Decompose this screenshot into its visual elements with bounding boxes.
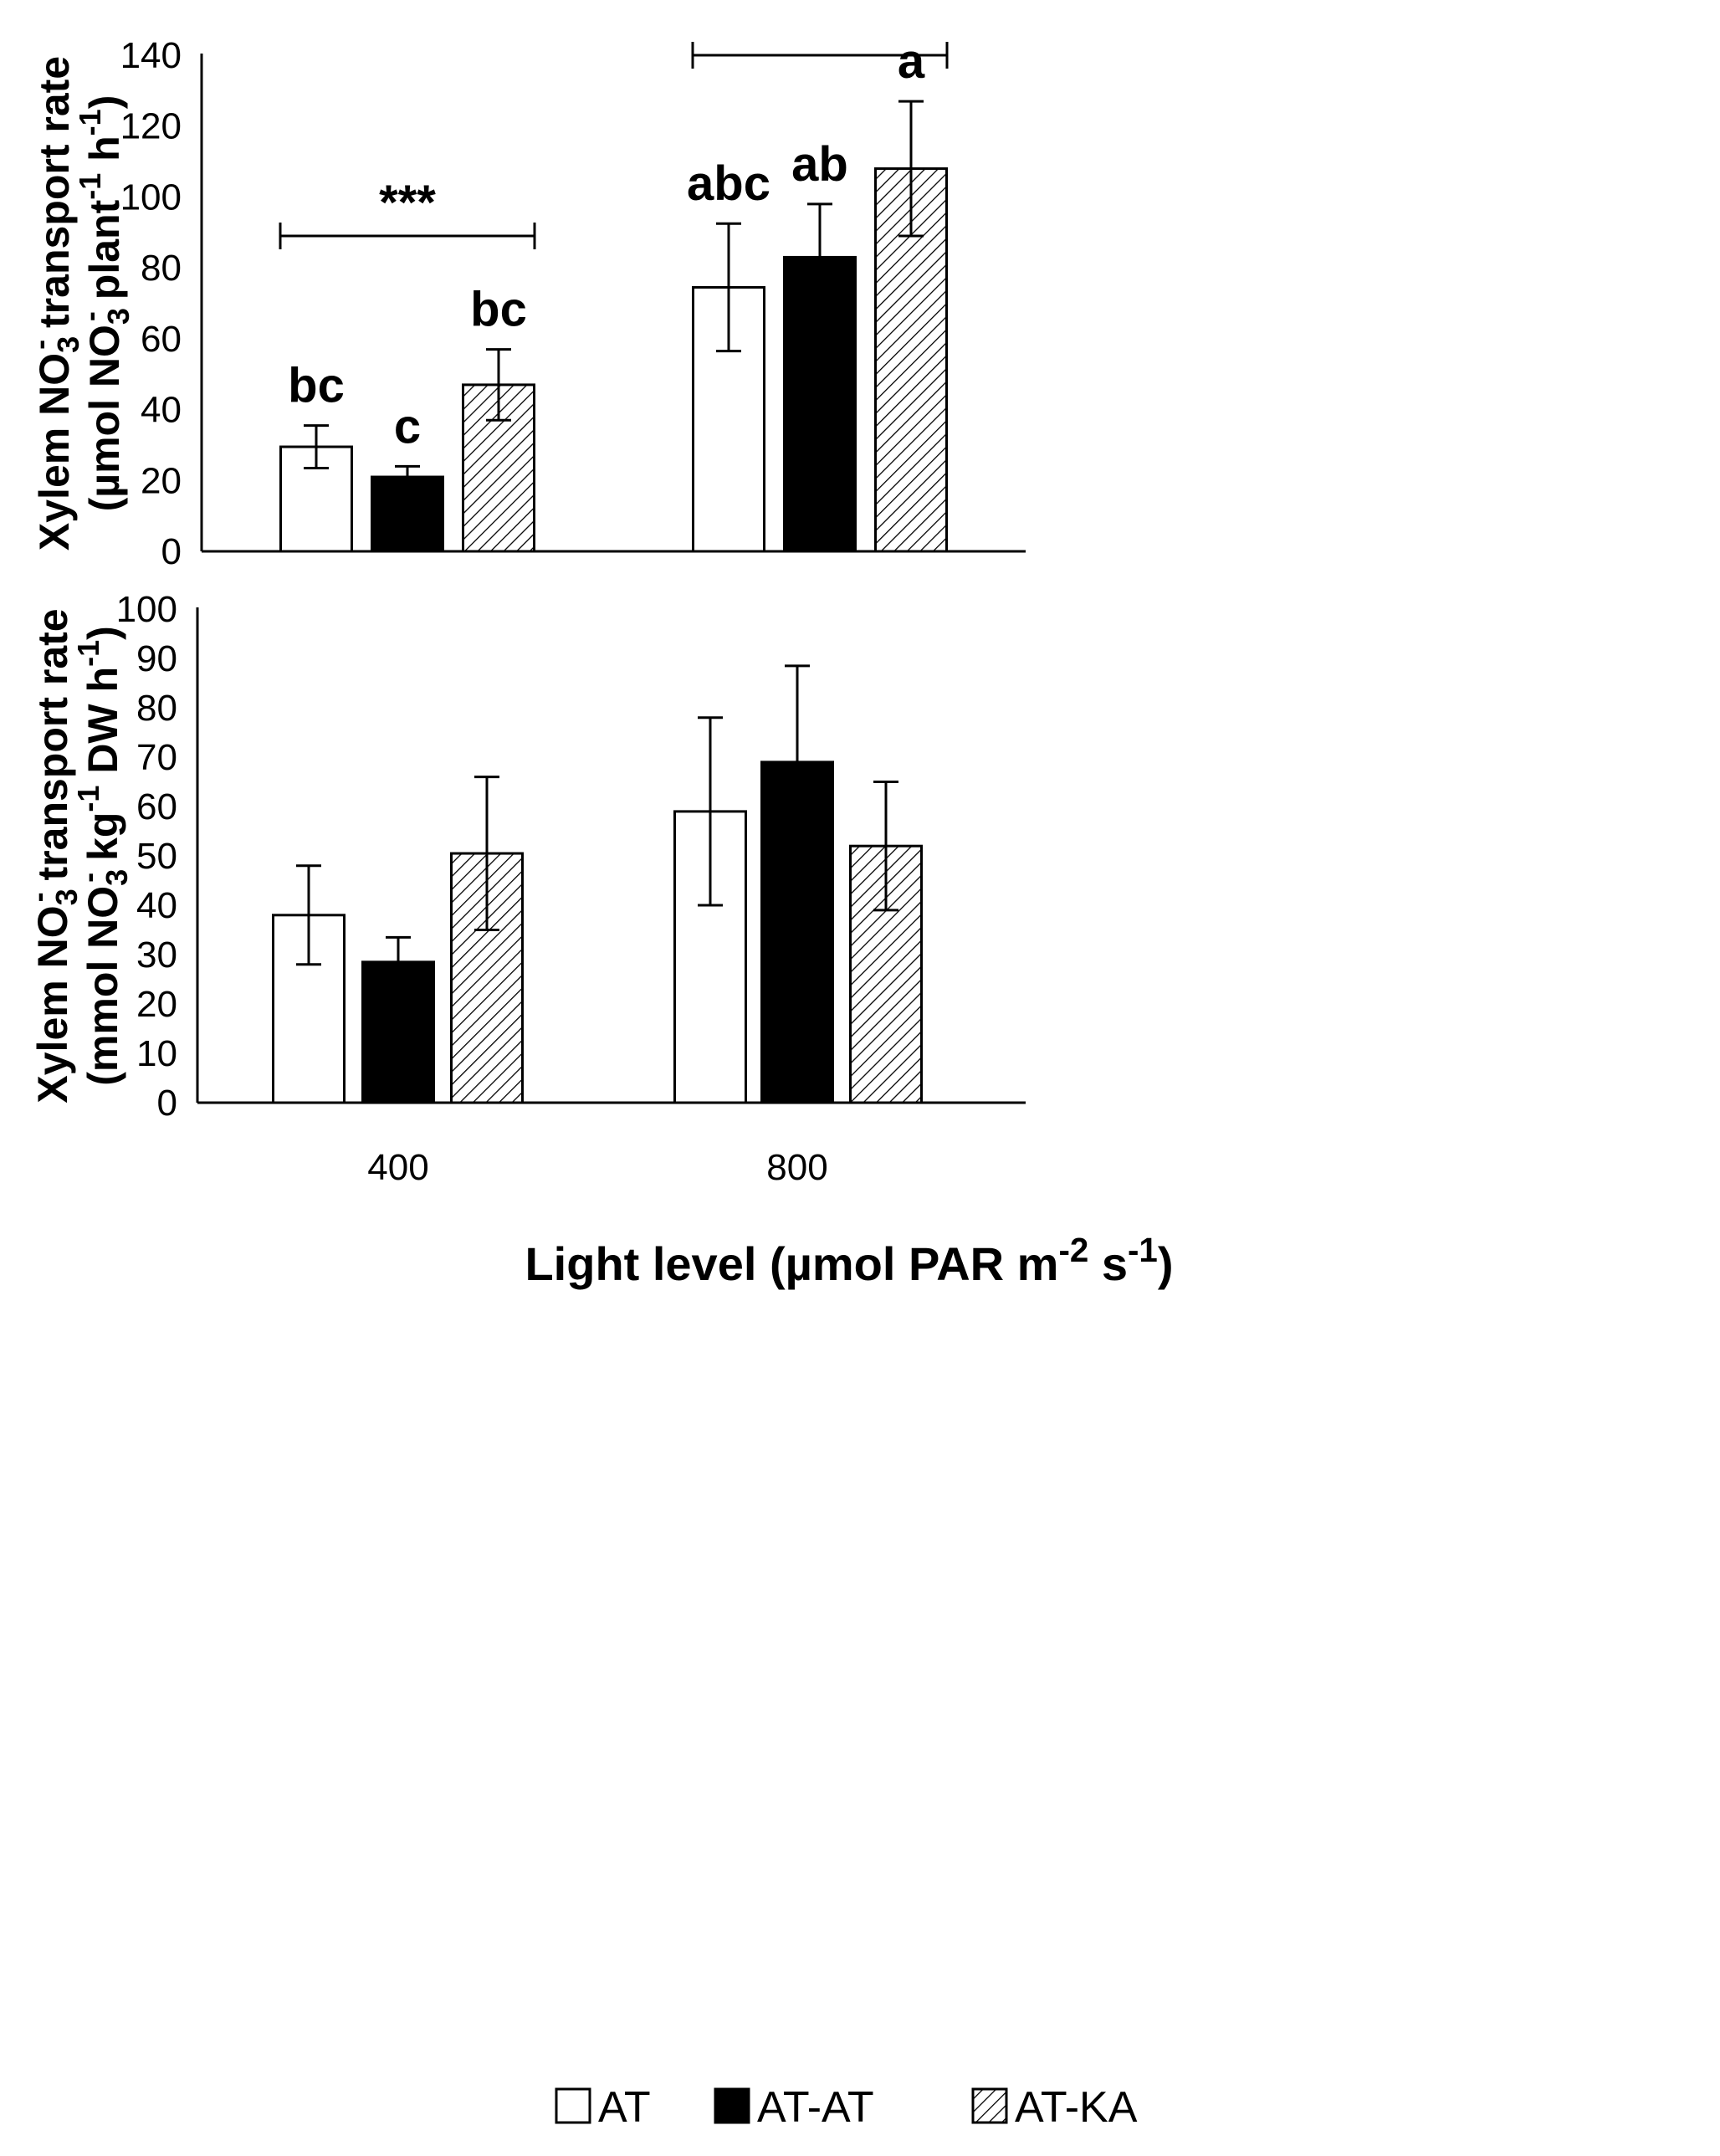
y-axis-title-line1-part: - bbox=[21, 892, 55, 902]
y-tick-label: 0 bbox=[161, 531, 182, 572]
y-axis-title-line1-part: transport rate bbox=[31, 56, 78, 340]
y-axis-title-line1-part: 3 bbox=[51, 336, 85, 353]
y-axis-title-line1-part: - bbox=[23, 340, 57, 350]
y-axis-title-line2: (mmol NO3- kg-1 DW h-1) bbox=[71, 626, 134, 1086]
y-axis-title-line2-part: DW h bbox=[79, 667, 126, 786]
significance-letter: abc bbox=[687, 156, 770, 211]
y-axis-title-line2-part: -1 bbox=[73, 109, 107, 136]
significance-stars: *** bbox=[379, 176, 436, 230]
y-axis-title-line1-part: Xylem NO bbox=[29, 905, 76, 1103]
legend-swatch-at-at bbox=[714, 2087, 750, 2124]
y-axis-title-line2-part: (mmol NO bbox=[79, 886, 126, 1086]
x-tick-label: 800 bbox=[766, 1147, 827, 1188]
y-tick-label: 140 bbox=[120, 35, 182, 76]
y-axis-title-line2-part: 3 bbox=[100, 869, 134, 886]
y-axis-title-line2-part: kg bbox=[79, 812, 126, 873]
x-axis-title-part: Light level (µmol PAR m bbox=[525, 1237, 1058, 1290]
x-axis-title-part: s bbox=[1088, 1237, 1128, 1290]
y-axis-title-line1: Xylem NO3- transport rate bbox=[21, 608, 84, 1103]
y-axis-title-line2-part: ) bbox=[79, 626, 126, 640]
legend-label-at-at: AT-AT bbox=[757, 2083, 874, 2132]
y-axis-title-line1-part: transport rate bbox=[29, 608, 76, 892]
y-axis-title-line2: (µmol NO3- plant-1 h-1) bbox=[73, 95, 136, 512]
y-tick-label: 20 bbox=[141, 460, 182, 501]
significance-letter: bc bbox=[288, 359, 345, 413]
y-axis-title-line2-part: (µmol NO bbox=[81, 325, 128, 511]
significance-letter: a bbox=[898, 34, 925, 89]
x-tick-label: 400 bbox=[367, 1147, 428, 1188]
y-tick-label: 100 bbox=[116, 589, 177, 630]
y-axis-title-line1-part: 3 bbox=[49, 889, 84, 905]
y-tick-label: 10 bbox=[136, 1033, 177, 1074]
y-axis-title-line2-part: - bbox=[73, 311, 107, 321]
y-tick-label: 40 bbox=[136, 885, 177, 926]
x-axis-title-part: -1 bbox=[1128, 1231, 1158, 1269]
y-tick-label: 80 bbox=[136, 688, 177, 729]
y-axis-title-line2-part: -1 bbox=[71, 640, 105, 667]
y-tick-label: 50 bbox=[136, 836, 177, 877]
legend-label-at-ka: AT-KA bbox=[1015, 2083, 1138, 2132]
y-tick-label: 0 bbox=[157, 1083, 177, 1124]
bar-at-800 bbox=[692, 285, 765, 553]
y-axis-title-line2-part: h bbox=[81, 136, 128, 172]
y-axis-title-line2-part: - bbox=[71, 873, 105, 883]
y-tick-label: 40 bbox=[141, 390, 182, 431]
bar-at-at-400 bbox=[371, 475, 444, 553]
legend-swatch-at-ka bbox=[971, 2087, 1008, 2124]
x-axis-title-part: -2 bbox=[1058, 1231, 1088, 1269]
y-axis-title-line1-part: Xylem NO bbox=[31, 353, 78, 551]
y-tick-label: 120 bbox=[120, 106, 182, 147]
y-tick-label: 80 bbox=[141, 248, 182, 289]
y-tick-label: 60 bbox=[136, 786, 177, 827]
y-tick-label: 30 bbox=[136, 935, 177, 976]
legend-label-at: AT bbox=[598, 2083, 651, 2132]
x-axis-title: Light level (µmol PAR m-2 s-1) bbox=[525, 1231, 1173, 1290]
y-tick-label: 60 bbox=[141, 319, 182, 360]
significance-letter: bc bbox=[470, 283, 527, 337]
shared-labels: 400 800 Light level (µmol PAR m-2 s-1) AT AT… bbox=[367, 1147, 1173, 2132]
top-panel: 0 20 40 60 80 100 120 140 bc abc c ab bc a *** Xylem NO… bbox=[23, 34, 1026, 572]
y-axis-title-line2-part: ) bbox=[81, 95, 128, 110]
y-axis-title-line2-part: plant bbox=[81, 199, 128, 311]
y-tick-label: 90 bbox=[136, 638, 177, 679]
y-axis-title-line2-part: 3 bbox=[101, 308, 136, 325]
y-axis-title-line2-part: -1 bbox=[71, 786, 105, 812]
x-axis-title-part: ) bbox=[1158, 1237, 1174, 1290]
y-tick-label: 100 bbox=[120, 177, 182, 218]
y-axis-title-line2-part: -1 bbox=[73, 173, 107, 200]
y-tick-label: 70 bbox=[136, 737, 177, 778]
y-tick-label: 20 bbox=[136, 984, 177, 1025]
significance-letter: ab bbox=[791, 137, 848, 192]
legend-swatch-at bbox=[555, 2087, 591, 2124]
y-axis-title-line1: Xylem NO3- transport rate bbox=[23, 56, 85, 551]
significance-letter: c bbox=[394, 399, 421, 453]
